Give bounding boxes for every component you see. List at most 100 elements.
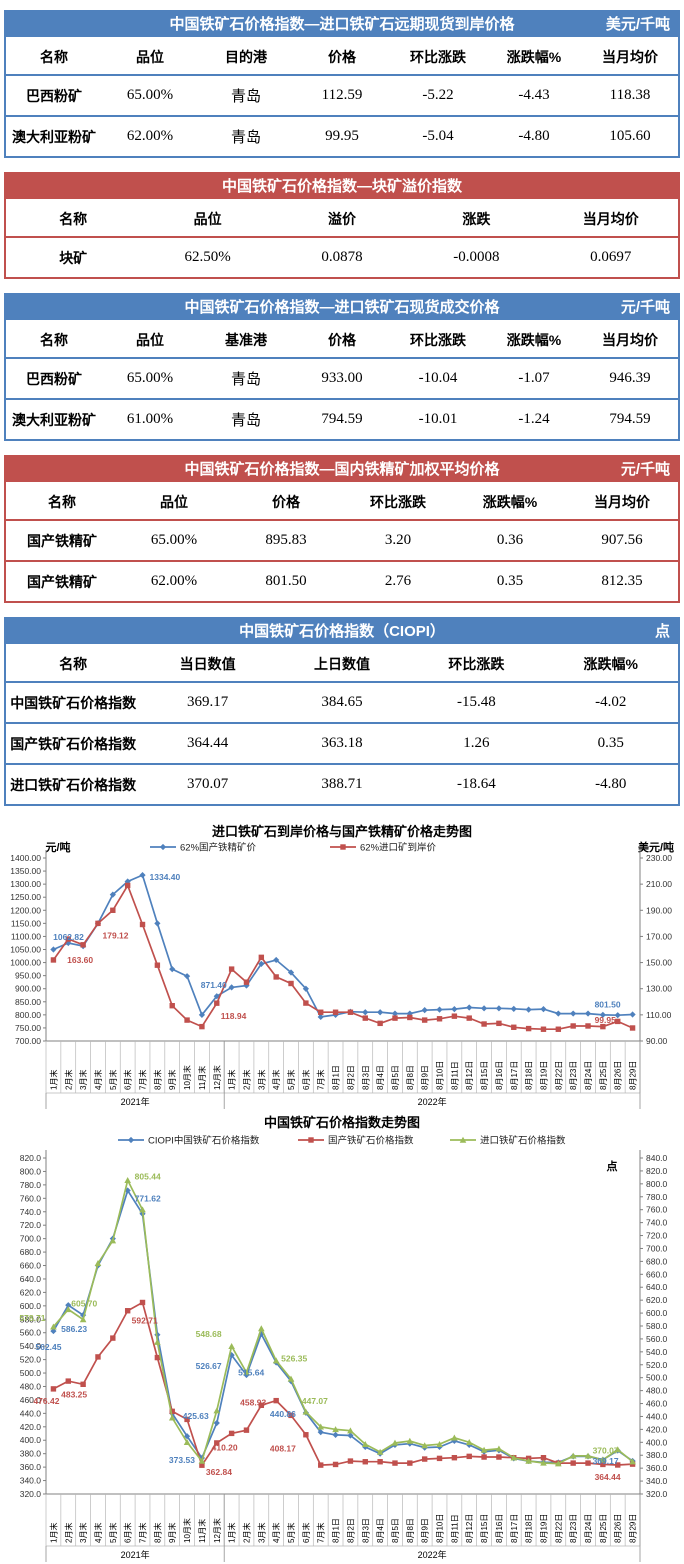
x-tick-label: 7月末 xyxy=(138,1070,148,1090)
column-header: 环比涨跌 xyxy=(390,322,486,359)
column-header: 价格 xyxy=(294,322,390,359)
svg-text:800.0: 800.0 xyxy=(646,1179,668,1189)
svg-text:1350.00: 1350.00 xyxy=(10,866,41,876)
x-tick-label: 8月8日 xyxy=(406,1065,415,1090)
svg-text:840.0: 840.0 xyxy=(646,1153,668,1163)
data-cell: -4.80 xyxy=(543,763,678,804)
svg-text:500.0: 500.0 xyxy=(20,1368,42,1378)
svg-text:420.0: 420.0 xyxy=(646,1424,668,1434)
svg-text:720.0: 720.0 xyxy=(20,1220,42,1230)
svg-text:580.0: 580.0 xyxy=(646,1321,668,1331)
svg-text:820.0: 820.0 xyxy=(646,1166,668,1176)
svg-text:580.0: 580.0 xyxy=(20,1314,42,1324)
data-cell: -10.04 xyxy=(418,370,458,386)
svg-text:660.0: 660.0 xyxy=(646,1269,668,1279)
x-tick-label: 2月末 xyxy=(63,1523,73,1543)
svg-text:540.0: 540.0 xyxy=(646,1347,668,1357)
svg-text:400.0: 400.0 xyxy=(646,1437,668,1447)
data-point-label: 548.68 xyxy=(196,1329,222,1339)
x-tick-label: 4月末 xyxy=(271,1523,281,1543)
x-tick-label: 8月1日 xyxy=(332,1065,341,1090)
x-tick-label: 6月末 xyxy=(301,1523,311,1543)
column-header: 基准港 xyxy=(198,322,294,359)
chart-legend: CIOPI中国铁矿石价格指数 国产铁矿石价格指数 进口铁矿石价格指数 xyxy=(118,1135,566,1147)
x-tick-label: 8月24日 xyxy=(584,1061,593,1090)
svg-text:320.0: 320.0 xyxy=(20,1489,42,1499)
x-tick-label: 8月25日 xyxy=(599,1061,608,1090)
data-cell: 801.50 xyxy=(230,560,342,601)
table-header-band: 中国铁矿石价格指数—进口铁矿石远期现货到岸价格 美元/千吨 xyxy=(6,12,678,37)
table-row: 块矿 62.50% 0.0878 -0.0008 0.0697 xyxy=(6,237,678,277)
data-cell: 99.95 xyxy=(294,115,390,156)
data-point-label: 476.42 xyxy=(33,1396,59,1406)
column-header: 品位 xyxy=(118,484,230,521)
x-tick-label: 6月末 xyxy=(123,1523,133,1543)
x-tick-label: 8月25日 xyxy=(599,1514,608,1543)
svg-text:460.0: 460.0 xyxy=(646,1399,668,1409)
data-cell: 388.71 xyxy=(274,763,410,804)
column-header: 目的港 xyxy=(198,39,294,76)
svg-text:520.0: 520.0 xyxy=(646,1360,668,1370)
x-tick-label: 8月11日 xyxy=(450,1061,459,1090)
x-tick-label: 8月9日 xyxy=(421,1065,430,1090)
x-tick-label: 8月26日 xyxy=(614,1514,623,1543)
data-cell: 118.38 xyxy=(609,87,651,103)
column-header: 品位 xyxy=(102,322,198,359)
x-tick-label: 3月末 xyxy=(256,1523,266,1543)
svg-text:720.0: 720.0 xyxy=(646,1231,668,1241)
svg-text:230.00: 230.00 xyxy=(646,853,672,863)
data-cell: 794.59 xyxy=(294,398,390,439)
column-header: 溢价 xyxy=(274,201,410,238)
table-row: 进口铁矿石价格指数 370.07 388.71 -18.64 -4.80 xyxy=(6,763,678,804)
table-row: 巴西粉矿 65.00% 青岛 112.59 -5.22 -4.43 118.38 xyxy=(6,75,678,116)
data-point-label: 483.25 xyxy=(61,1389,87,1399)
data-cell: -15.48 xyxy=(456,694,496,710)
svg-text:1000.00: 1000.00 xyxy=(10,958,41,968)
data-cell: 933.00 xyxy=(321,370,363,386)
legend-label: 62%国产铁精矿价 xyxy=(180,842,257,854)
svg-text:950.00: 950.00 xyxy=(15,971,41,981)
x-tick-label: 2月末 xyxy=(241,1070,251,1090)
data-cell: -1.24 xyxy=(486,398,582,439)
column-header: 名称 xyxy=(6,322,102,359)
table-title: 中国铁矿石价格指数—进口铁矿石远期现货到岸价格 xyxy=(169,16,515,33)
x-tick-label: 8月11日 xyxy=(450,1514,459,1543)
svg-text:320.0: 320.0 xyxy=(646,1489,668,1499)
row-name-cell: 国产铁精矿 xyxy=(6,560,118,601)
x-tick-label: 8月23日 xyxy=(569,1514,578,1543)
x-tick-label: 8月3日 xyxy=(361,1518,370,1543)
data-point-label: 370.07 xyxy=(593,1446,619,1456)
column-header: 上日数值 xyxy=(274,646,410,683)
table-header-band: 中国铁矿石价格指数—块矿溢价指数 xyxy=(6,174,678,199)
x-tick-label: 3月末 xyxy=(78,1070,88,1090)
svg-text:640.0: 640.0 xyxy=(646,1282,668,1292)
svg-text:760.0: 760.0 xyxy=(646,1205,668,1215)
table-unit-label: 元/千吨 xyxy=(620,461,670,478)
x-tick-label: 5月末 xyxy=(286,1523,296,1543)
data-cell: 2.76 xyxy=(342,560,454,601)
x-tick-label: 8月19日 xyxy=(539,1061,548,1090)
x-tick-label: 7月末 xyxy=(138,1523,148,1543)
x-tick-label: 8月18日 xyxy=(525,1061,534,1090)
svg-text:780.0: 780.0 xyxy=(20,1180,42,1190)
x-tick-label: 8月5日 xyxy=(391,1518,400,1543)
x-tick-label: 8月18日 xyxy=(525,1514,534,1543)
column-header: 品位 xyxy=(102,39,198,76)
x-tick-label: 8月16日 xyxy=(495,1514,504,1543)
svg-text:620.0: 620.0 xyxy=(646,1295,668,1305)
data-cell: 61.00% xyxy=(102,398,198,439)
table-domestic-concentrate: 中国铁矿石价格指数—国内铁精矿加权平均价格 元/千吨 名称 品位 价格 环比涨跌 涨跌幅% 当… xyxy=(4,455,680,603)
row-name-cell: 澳大利亚粉矿 xyxy=(6,398,102,439)
svg-text:420.0: 420.0 xyxy=(20,1422,42,1432)
data-point-label: 526.35 xyxy=(281,1354,307,1364)
svg-text:360.0: 360.0 xyxy=(20,1462,42,1472)
x-tick-label: 8月16日 xyxy=(495,1061,504,1090)
column-header: 当月均价 xyxy=(582,322,678,359)
svg-text:800.00: 800.00 xyxy=(15,1010,41,1020)
data-cell: 1.26 xyxy=(409,722,544,764)
x-tick-label: 7月末 xyxy=(316,1523,326,1543)
table-row: 国产铁矿石价格指数 364.44 363.18 1.26 0.35 xyxy=(6,722,678,764)
svg-text:110.00: 110.00 xyxy=(646,1010,672,1020)
row-name-cell: 巴西粉矿 xyxy=(26,87,82,104)
column-header: 涨跌幅% xyxy=(543,646,678,683)
